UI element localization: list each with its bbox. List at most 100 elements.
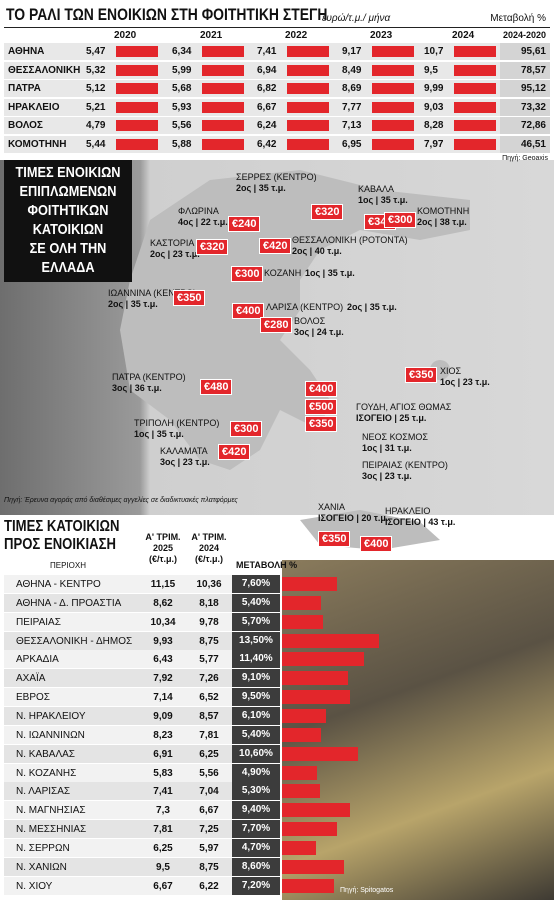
bar [116, 83, 158, 94]
column-header: Α' ΤΡΙΜ. [145, 532, 181, 542]
change: 9,40% [232, 801, 280, 820]
value: 6,82 [257, 83, 277, 94]
location-details: 2ος | 35 τ.μ. [108, 299, 158, 309]
change: 5,30% [232, 782, 280, 801]
price-tag: €300 [384, 212, 417, 228]
area: Ν. ΣΕΡΡΩΝ [16, 842, 70, 854]
area: ΑΧΑΪΑ [16, 673, 46, 685]
location-details: ΙΣΟΓΕΙΟ | 20 τ.μ. [318, 513, 389, 523]
q1-2025: 11,15 [150, 579, 176, 590]
location-name: ΗΡΑΚΛΕΙΟ [385, 506, 431, 516]
area: ΑΘΗΝΑ - ΚΕΝΤΡΟ [16, 579, 101, 590]
change-bg [500, 80, 550, 97]
bar [116, 64, 158, 76]
change-bar [282, 652, 365, 667]
bar [454, 138, 496, 150]
change-bar [282, 595, 321, 610]
location-details: ΙΣΟΓΕΙΟ | 25 τ.μ. [356, 413, 427, 423]
value: 10,7 [424, 46, 444, 57]
area: Ν. ΙΩΑΝΝΙΝΩΝ [16, 729, 85, 741]
location-name: ΠΑΤΡΑ (ΚΕΝΤΡΟ) [112, 372, 186, 382]
location-details: 1ος | 35 τ.μ. [134, 429, 184, 439]
price-tag: €280 [260, 317, 293, 333]
change: 8,60% [232, 857, 280, 876]
row-bg [4, 725, 232, 745]
bar [287, 83, 329, 94]
q1-2025: 6,25 [153, 842, 173, 854]
q1-2024: 9,78 [199, 616, 219, 628]
price-tag: €350 [173, 290, 206, 306]
location-details: 3ος | 36 τ.μ. [112, 383, 162, 393]
change-bar [282, 708, 326, 723]
source: Πηγή: Spitogatos [340, 887, 394, 894]
change: 9,10% [232, 669, 280, 688]
value: 9,17 [342, 46, 362, 57]
q1-2025: 7,14 [153, 692, 173, 704]
change: 7,60% [232, 575, 280, 593]
location-name: ΚΑΛΑΜΑΤΑ [160, 446, 208, 456]
column-header: (€/τ.μ.) [194, 554, 224, 564]
title: ΤΟ ΡΑΛΙ ΤΩΝ ΕΝΟΙΚΙΩΝ ΣΤΗ ΦΟΙΤΗΤΙΚΗ ΣΤΕΓΗ [6, 5, 328, 24]
price-tag: €350 [305, 416, 338, 432]
bar [454, 46, 496, 57]
area: Ν. ΜΕΣΣΗΝΙΑΣ [16, 824, 87, 836]
change-bar [282, 765, 318, 780]
change-period: 2024-2020 [502, 30, 546, 40]
bar [202, 120, 244, 131]
location-details: 1ος | 23 τ.μ. [440, 377, 490, 387]
value: 5,32 [86, 64, 106, 76]
location-details: 2ος | 23 τ.μ. [150, 249, 200, 259]
value: 5,44 [86, 138, 106, 150]
source: Πηγή: Geoaxis [502, 155, 548, 162]
bar [202, 101, 244, 113]
bar [372, 138, 414, 150]
price-tag: €350 [318, 531, 351, 547]
bar [372, 101, 414, 113]
change-bar [282, 671, 348, 686]
row-name: ΒΟΛΟΣ [8, 120, 43, 131]
row-bg [4, 782, 232, 802]
bar [116, 46, 158, 57]
change-bar [282, 614, 324, 629]
q1-2025: 7,81 [153, 824, 173, 836]
q1-2025: 5,83 [153, 767, 173, 779]
row-bg [4, 650, 232, 670]
change: 95,61 [520, 46, 546, 57]
change-bar [282, 727, 321, 742]
price-tag: €420 [218, 444, 251, 460]
location-name: ΣΕΡΡΕΣ (ΚΕΝΤΡΟ) [236, 172, 317, 182]
change-label: Μεταβολή % [490, 13, 546, 24]
map-title: ΕΠΙΠΛΩΜΕΝΩΝ [19, 183, 117, 200]
change: 13,50% [232, 631, 280, 650]
area: Ν. ΗΡΑΚΛΕΙΟΥ [16, 710, 86, 722]
value: 5,21 [86, 101, 106, 113]
unit: ευρώ/τ.μ./ μήνα [322, 13, 391, 24]
change-bar [282, 822, 338, 837]
value: 7,97 [424, 138, 444, 150]
q1-2025: 8,23 [153, 729, 173, 741]
q1-2024: 8,18 [199, 597, 219, 609]
row-name: ΠΑΤΡΑ [8, 83, 41, 94]
change: 73,32 [520, 101, 546, 113]
price-tag: €240 [228, 216, 261, 232]
change: 72,86 [520, 120, 546, 131]
change: 5,40% [232, 725, 280, 744]
value: 6,24 [257, 120, 277, 131]
change-bar [282, 746, 359, 761]
value: 5,47 [86, 46, 106, 57]
value: 6,34 [172, 46, 192, 57]
year: 2024 [452, 30, 475, 41]
bar [287, 101, 329, 113]
value: 6,95 [342, 138, 362, 150]
price-tag: €320 [196, 239, 229, 255]
change-bar [282, 878, 334, 893]
column-header: 2025 [152, 543, 174, 553]
year: 2022 [285, 30, 308, 41]
row-bg [4, 763, 232, 783]
area: ΑΘΗΝΑ - Δ. ΠΡΟΑΣΤΙΑ [16, 597, 122, 609]
row-name: ΗΡΑΚΛΕΙΟ [8, 101, 60, 113]
change: 9,50% [232, 688, 280, 707]
q1-2025: 6,67 [153, 880, 173, 892]
location-name: ΒΟΛΟΣ [294, 316, 326, 326]
